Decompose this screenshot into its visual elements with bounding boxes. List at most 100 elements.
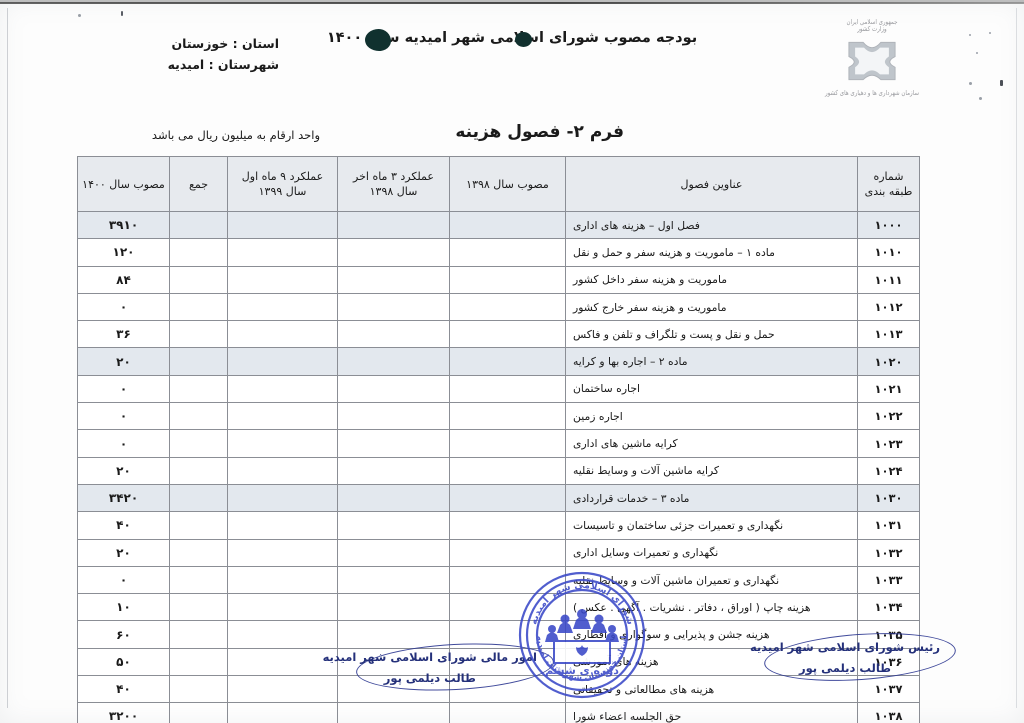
- cell-approved-1400: ۰: [77, 374, 170, 404]
- signature-block-finance: امور مالی شورای اسلامی شهر امیدیه طالب د…: [323, 650, 537, 685]
- cell-perf-first9-1399: [227, 538, 338, 567]
- cell-perf-last3-1398: [337, 593, 450, 622]
- cell-code: ۱۰۳۸: [857, 702, 920, 723]
- cell-perf-first9-1399: [227, 675, 338, 704]
- cell-sum: [169, 511, 228, 540]
- cell-title: ماموریت و هزینه سفر خارج کشور: [565, 292, 858, 322]
- cell-approved-1400: ۰: [77, 402, 170, 431]
- cell-title: نگهداری و تعمیرات جزئی ساختمان و تاسیسات: [565, 511, 858, 540]
- col-header-sum: جمع: [169, 156, 228, 212]
- cell-approved-1400: ۰: [77, 429, 170, 458]
- cell-approved-1400: ۳۹۱۰: [77, 210, 170, 240]
- cell-sum: [169, 702, 228, 723]
- cell-perf-first9-1399: [227, 374, 338, 404]
- cell-perf-first9-1399: [227, 292, 338, 322]
- cell-approved-1398: [449, 292, 566, 322]
- col-header-perf-first9-1399: عملکرد ۹ ماه اول سال ۱۳۹۹: [227, 156, 338, 212]
- cell-approved-1398: [449, 265, 566, 294]
- scan-edge-left: [7, 8, 8, 708]
- table-row: ۱۰۱۱ ماموریت و هزینه سفر داخل کشور ۸۴: [77, 265, 920, 294]
- cell-perf-first9-1399: [227, 647, 338, 677]
- cell-code: ۱۰۱۱: [857, 265, 920, 294]
- table-row: ۱۰۲۲ اجاره زمین ۰: [77, 402, 920, 431]
- chairman-role: رئیس شورای اسلامی شهر امیدیه: [749, 640, 940, 654]
- scan-edge-right: [1016, 8, 1017, 708]
- cell-perf-first9-1399: [227, 620, 338, 649]
- table-row: ۱۰۲۱ اجاره ساختمان ۰: [77, 374, 920, 404]
- cell-code: ۱۰۳۶: [857, 647, 920, 677]
- table-row: ۱۰۲۴ کرایه ماشین آلات و وسایط نقلیه ۲۰: [77, 456, 920, 485]
- cell-title: اجاره زمین: [565, 402, 858, 431]
- signature-block-chairman: رئیس شورای اسلامی شهر امیدیه طالب دیلمی …: [750, 640, 940, 675]
- cell-approved-1398: [449, 238, 566, 267]
- logo-bottom-text: سازمان شهرداری ها و دهیاری های کشور: [825, 90, 919, 98]
- cell-sum: [169, 565, 228, 595]
- cell-perf-last3-1398: [337, 620, 450, 649]
- cell-perf-first9-1399: [227, 429, 338, 458]
- finance-role: امور مالی شورای اسلامی شهر امیدیه: [322, 650, 537, 664]
- cell-code: ۱۰۲۱: [857, 374, 920, 404]
- cell-sum: [169, 483, 228, 513]
- cell-title: اجاره ساختمان: [565, 374, 858, 404]
- table-row: ۱۰۳۰ ماده ۳ – خدمات قراردادی ۳۴۲۰: [77, 483, 920, 513]
- cell-perf-first9-1399: [227, 402, 338, 431]
- cell-approved-1400: ۴۰: [77, 675, 170, 704]
- cell-title: ماده ۳ – خدمات قراردادی: [565, 483, 858, 513]
- cell-perf-last3-1398: [337, 292, 450, 322]
- cell-approved-1400: ۱۲۰: [77, 238, 170, 267]
- cell-title: حق الجلسه اعضاء شورا: [565, 702, 858, 723]
- cell-code: ۱۰۱۳: [857, 320, 920, 349]
- cell-approved-1398: [449, 565, 566, 595]
- cell-perf-last3-1398: [337, 238, 450, 267]
- cell-perf-last3-1398: [337, 374, 450, 404]
- form-title: فرم ۲- فصول هزینه: [455, 122, 624, 142]
- province-label: استان : خوزستان: [171, 36, 279, 51]
- table-row: ۱۰۱۰ ماده ۱ – ماموریت و هزینه سفر و حمل و…: [77, 238, 920, 267]
- location-block: استان : خوزستان شهرستان : امیدیه: [168, 33, 279, 75]
- table-row: ۱۰۱۳ حمل و نقل و پست و تلگراف و تلفن و فا…: [77, 320, 920, 349]
- cell-perf-first9-1399: [227, 511, 338, 540]
- cell-approved-1400: ۴۰: [77, 511, 170, 540]
- table-row: ۱۰۲۳ کرایه ماشین های اداری ۰: [77, 429, 920, 458]
- cell-code: ۱۰۳۴: [857, 593, 920, 622]
- cell-approved-1398: [449, 402, 566, 431]
- cell-title: حمل و نقل و پست و تلگراف و تلفن و فاکس: [565, 320, 858, 349]
- cell-approved-1400: ۲۰: [77, 456, 170, 485]
- cell-perf-last3-1398: [337, 456, 450, 485]
- cell-code: ۱۰۰۰: [857, 210, 920, 240]
- cell-title: هزینه چاپ ( اوراق ، دفاتر . نشریات . آگه…: [565, 593, 858, 622]
- table-row: ۱۰۰۰ فصل اول – هزینه های اداری ۳۹۱۰: [77, 210, 920, 240]
- cell-approved-1400: ۶۰: [77, 620, 170, 649]
- cell-code: ۱۰۲۰: [857, 347, 920, 376]
- cell-approved-1398: [449, 374, 566, 404]
- cell-approved-1398: [449, 429, 566, 458]
- cell-sum: [169, 265, 228, 294]
- cell-perf-first9-1399: [227, 702, 338, 723]
- cell-code: ۱۰۳۱: [857, 511, 920, 540]
- organization-logo: جمهوری اسلامی ایران وزارت کشور سازمان شه…: [812, 19, 932, 120]
- cell-approved-1400: ۳۲۰۰: [77, 702, 170, 723]
- cell-code: ۱۰۲۲: [857, 402, 920, 431]
- cell-perf-last3-1398: [337, 347, 450, 376]
- col-header-title: عناوین فصول: [565, 156, 858, 212]
- scan-speckle: [1000, 80, 1003, 86]
- cell-perf-last3-1398: [337, 511, 450, 540]
- chairman-signature: طالب دیلمی پور: [798, 661, 892, 675]
- scan-speckle: [969, 82, 972, 85]
- cell-perf-first9-1399: [227, 320, 338, 349]
- cell-sum: [169, 620, 228, 649]
- cell-title: ماموریت و هزینه سفر داخل کشور: [565, 265, 858, 294]
- col-header-perf-last3-1398: عملکرد ۳ ماه اخر سال ۱۳۹۸: [337, 156, 450, 212]
- cell-approved-1398: [449, 593, 566, 622]
- cell-code: ۱۰۳۳: [857, 565, 920, 595]
- county-label: شهرستان : امیدیه: [167, 57, 279, 72]
- cell-code: ۱۰۱۲: [857, 292, 920, 322]
- table-row: ۱۰۲۰ ماده ۲ – اجاره بها و کرایه ۲۰: [77, 347, 920, 376]
- unit-note: واحد ارقام به میلیون ریال می باشد: [151, 128, 320, 142]
- cell-perf-first9-1399: [227, 210, 338, 240]
- col-header-approved-1400: مصوب سال ۱۴۰۰: [77, 156, 170, 212]
- cell-sum: [169, 292, 228, 322]
- ink-blot-artifact: [365, 29, 391, 51]
- table-row: ۱۰۳۳ نگهداری و تعمیران ماشین آلات و وسایط…: [77, 565, 920, 595]
